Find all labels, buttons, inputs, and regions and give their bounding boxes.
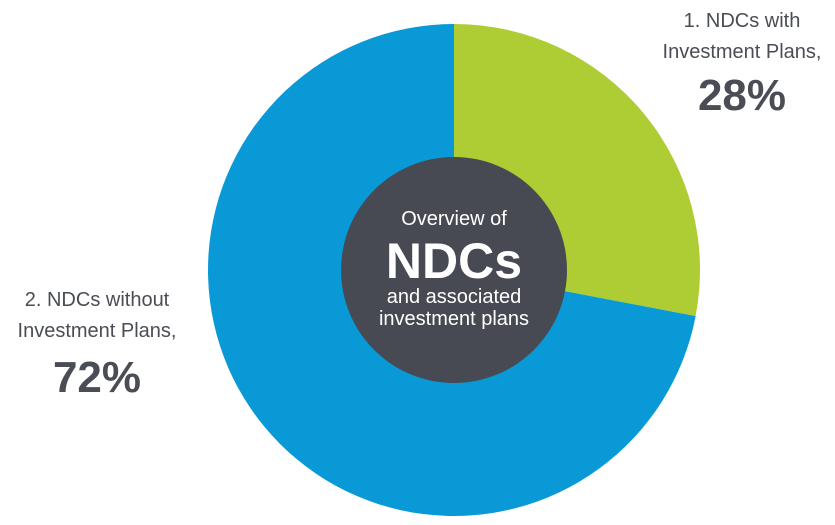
slice-1-label-line-2: Investment Plans, — [663, 41, 822, 63]
center-line-1: Overview of — [401, 208, 507, 230]
slice-2-label-line-2: Investment Plans, — [18, 320, 177, 342]
center-line-2: NDCs — [386, 233, 522, 289]
center-line-3: and associated — [387, 286, 522, 308]
center-line-4: investment plans — [379, 308, 529, 330]
slice-2-value-label: 72% — [53, 353, 141, 402]
slice-1-label-line-1: 1. NDCs with — [684, 10, 801, 32]
center-circle — [341, 157, 567, 383]
slice-2-label-line-1: 2. NDCs without — [25, 289, 170, 311]
slice-1-value-label: 28% — [698, 71, 786, 120]
